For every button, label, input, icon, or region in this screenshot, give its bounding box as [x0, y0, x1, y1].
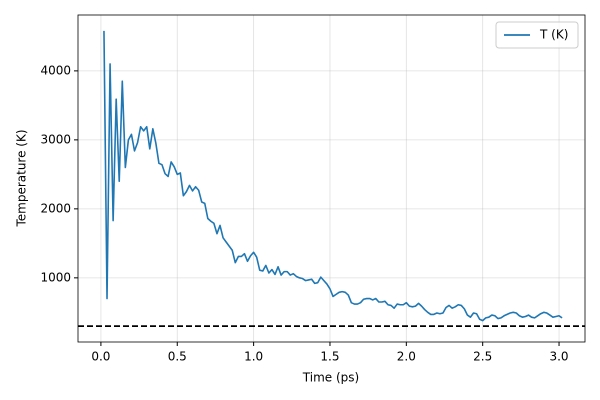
x-tick-label: 0.5 [168, 350, 187, 364]
legend-label: T (K) [539, 28, 568, 42]
x-tick-label: 1.0 [244, 350, 263, 364]
x-axis-label: Time (ps) [302, 371, 359, 385]
data-line [103, 30, 563, 322]
x-tick-label: 2.0 [397, 350, 416, 364]
x-tick-label: 0.0 [91, 350, 110, 364]
y-axis-label: Temperature (K) [15, 129, 29, 227]
y-tick-label: 2000 [40, 201, 71, 215]
x-tick-label: 1.5 [320, 350, 339, 364]
x-tick-label: 3.0 [549, 350, 568, 364]
y-tick-label: 3000 [40, 132, 71, 146]
plot-frame [77, 14, 586, 343]
legend-box [495, 21, 579, 49]
x-tick-label: 2.5 [473, 350, 492, 364]
y-tick-label: 1000 [40, 270, 71, 284]
y-tick-label: 4000 [40, 63, 71, 77]
